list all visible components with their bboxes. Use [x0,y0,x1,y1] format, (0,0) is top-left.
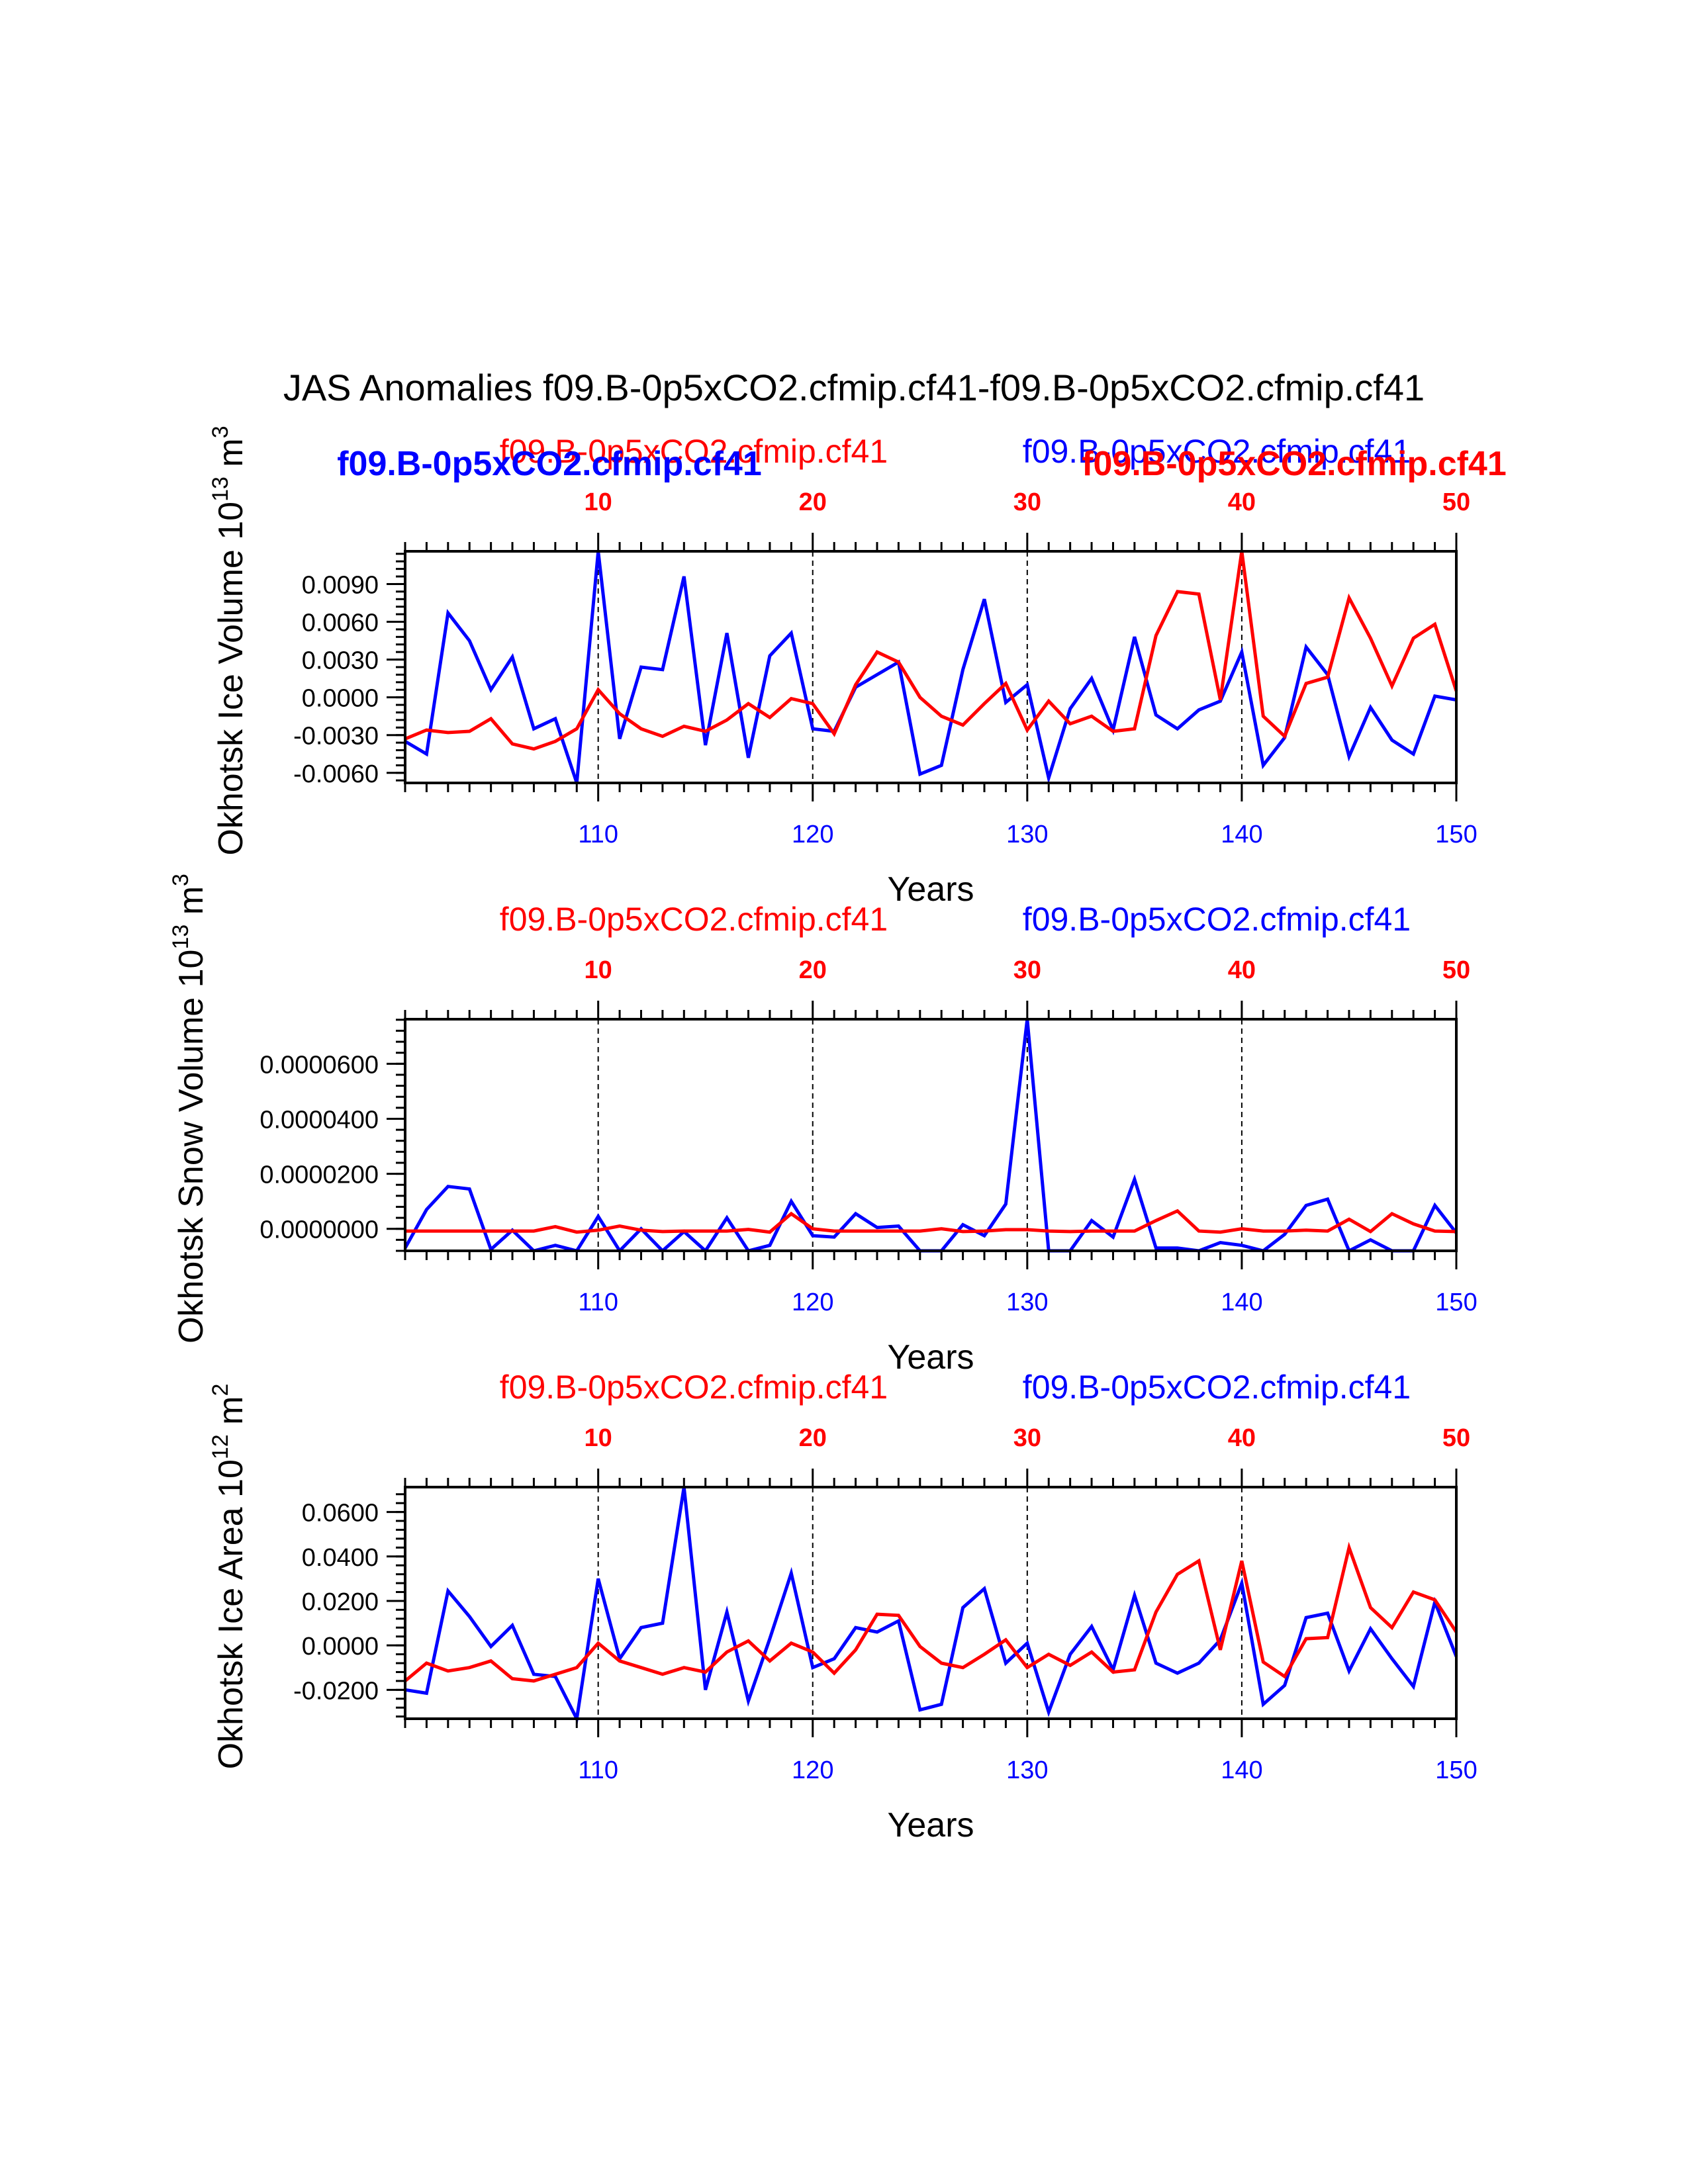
x-tick-label-140: 140 [1221,1289,1262,1316]
y-tick-label: 0.0000 [302,685,379,713]
blue-series-name: f09.B-0p5xCO2.cfmip.cf41 [1023,901,1411,938]
x-tick-label-140: 140 [1221,821,1262,848]
panel-1: 110 120 130 140 150 10 20 30 40 50 -0.0060 -0.0030 0… [208,426,1477,909]
panel-3: 110 120 130 140 150 10 20 30 40 50 -0.0200 0.0000 0.… [208,1369,1477,1844]
x-top-tick-label-20: 20 [799,1424,827,1452]
legend-red-label: f09.B-0p5xCO2.cfmip.cf41 [1082,445,1507,483]
y-axis-label-unit: m [212,1396,250,1435]
y-axis-label-exponent: 13 [168,925,193,950]
x-top-tick-label-50: 50 [1442,956,1470,984]
x-tick-label-140: 140 [1221,1756,1262,1784]
y-tick-label: 0.0060 [302,610,379,637]
x-tick-label-120: 120 [792,1289,833,1316]
y-tick-label: -0.0200 [293,1677,379,1705]
x-tick-label-120: 120 [792,821,833,848]
x-tick-label-150: 150 [1435,1289,1477,1316]
x-top-tick-label-10: 10 [585,488,612,516]
y-tick-label: 0.0400 [302,1544,379,1572]
x-tick-label-110: 110 [578,821,618,848]
x-top-tick-label-20: 20 [799,488,827,516]
y-tick-label: -0.0030 [293,723,379,751]
y-tick-label: 0.0000400 [259,1106,379,1134]
red-series-name: f09.B-0p5xCO2.cfmip.cf41 [500,1369,888,1406]
y-axis-label-unit: m [212,438,250,477]
y-tick-label: 0.0000 [302,1633,379,1661]
y-axis-label-exponent: 13 [208,477,233,502]
blue-series-name: f09.B-0p5xCO2.cfmip.cf41 [1023,1369,1411,1406]
x-top-tick-label-30: 30 [1013,488,1041,516]
y-tick-label: 0.0000600 [259,1051,379,1079]
x-top-tick-label-50: 50 [1442,1424,1470,1452]
x-top-tick-label-30: 30 [1013,1424,1041,1452]
red-series-name: f09.B-0p5xCO2.cfmip.cf41 [500,433,888,470]
x-tick-label-110: 110 [578,1289,618,1316]
red-series-line [404,551,1458,751]
y-tick-label: 0.0000000 [259,1216,379,1244]
y-axis-label-text: Okhotsk Ice Volume 10 [212,502,250,856]
x-tick-label-150: 150 [1435,1756,1477,1784]
red-series-line [404,1541,1458,1683]
y-axis-label: Okhotsk Ice Area 1012 m2 [208,1384,250,1770]
x-top-tick-label-40: 40 [1228,1424,1256,1452]
x-top-tick-label-40: 40 [1228,488,1256,516]
x-tick-label-130: 130 [1006,821,1048,848]
y-axis-label: Okhotsk Snow Volume 1013 m3 [168,874,211,1343]
x-tick-label-130: 130 [1006,1289,1048,1316]
x-top-tick-label-40: 40 [1228,956,1256,984]
x-axis-label: Years [887,1338,974,1377]
y-tick-label: 0.0090 [302,571,379,599]
x-tick-label-120: 120 [792,1756,833,1784]
x-tick-label-110: 110 [578,1756,618,1784]
x-tick-label-150: 150 [1435,821,1477,848]
x-axis-label: Years [887,1806,974,1844]
y-axis-label: Okhotsk Ice Volume 1013 m3 [208,426,250,855]
legend-blue-label: f09.B-0p5xCO2.cfmip.cf41 [337,445,762,483]
main-title: JAS Anomalies f09.B-0p5xCO2.cfmip.cf41-f… [283,367,1425,408]
y-tick-label: 0.0030 [302,647,379,675]
y-axis-label-text: Okhotsk Snow Volume 10 [172,950,211,1343]
blue-series-name: f09.B-0p5xCO2.cfmip.cf41 [1023,433,1411,470]
x-top-tick-label-50: 50 [1442,488,1470,516]
y-axis-label-exponent: 12 [208,1434,233,1459]
blue-series-line [404,1486,1458,1725]
x-top-tick-label-10: 10 [585,956,612,984]
y-tick-label: 0.0000200 [259,1161,379,1189]
y-axis-label-unit-exponent: 2 [208,1384,233,1396]
y-axis-label-unit-exponent: 3 [168,874,193,886]
plot-frame [404,1018,1458,1252]
y-tick-label: 0.0200 [302,1588,379,1616]
plot-frame [404,1486,1458,1720]
red-series-line [405,1208,1457,1234]
y-axis-label-text: Okhotsk Ice Area 10 [212,1459,250,1769]
y-axis-label-unit-exponent: 3 [208,426,233,438]
x-axis-label: Years [887,870,974,909]
blue-series-line [404,551,1457,784]
red-series-name: f09.B-0p5xCO2.cfmip.cf41 [500,901,888,938]
x-tick-label-130: 130 [1006,1756,1048,1784]
y-tick-label: -0.0060 [293,760,379,788]
x-top-tick-label-20: 20 [799,956,827,984]
legend: f09.B-0p5xCO2.cfmip.cf41 f09.B-0p5xCO2.cf… [337,445,1507,483]
panel-2: 110 120 130 140 150 10 20 30 40 50 0.0000000 0.0000… [168,874,1477,1377]
x-top-tick-label-10: 10 [585,1424,612,1452]
y-tick-label: 0.0600 [302,1500,379,1527]
panels: 110 120 130 140 150 10 20 30 40 50 -0.0060 -0.0030 0… [168,426,1507,1844]
y-axis-label-unit: m [172,886,211,925]
x-top-tick-label-30: 30 [1013,956,1041,984]
